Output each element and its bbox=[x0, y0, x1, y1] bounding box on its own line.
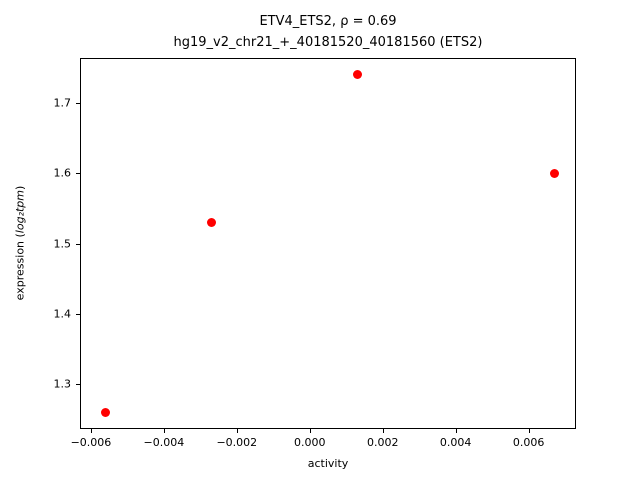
y-tick-label: 1.5 bbox=[53, 237, 72, 250]
y-axis-label-math: log₂tpm bbox=[13, 189, 27, 234]
y-tick-mark bbox=[76, 102, 80, 104]
y-tick-mark bbox=[76, 173, 80, 175]
x-tick-label: −0.002 bbox=[216, 436, 258, 449]
x-tick-mark bbox=[90, 429, 92, 433]
scatter-point bbox=[101, 407, 111, 417]
x-tick-mark bbox=[309, 429, 311, 433]
scatter-point bbox=[549, 168, 559, 178]
x-tick-mark bbox=[236, 429, 238, 433]
y-tick-label: 1.4 bbox=[53, 307, 72, 321]
x-tick-label: −0.004 bbox=[143, 436, 185, 449]
x-tick-mark bbox=[382, 429, 384, 433]
y-tick-mark bbox=[76, 313, 80, 315]
x-tick-label: 0.002 bbox=[366, 436, 399, 449]
x-tick-mark bbox=[163, 429, 165, 433]
chart-title-line2: hg19_v2_chr21_+_40181520_40181560 (ETS2) bbox=[173, 35, 483, 50]
y-tick-label: 1.7 bbox=[53, 96, 72, 110]
y-tick-label: 1.3 bbox=[53, 377, 72, 391]
chart-title: ETV4_ETS2, ρ = 0.69 hg19_v2_chr21_+_4018… bbox=[80, 11, 576, 53]
chart-title-line1: ETV4_ETS2, ρ = 0.69 bbox=[259, 14, 397, 29]
x-tick-label: −0.006 bbox=[70, 436, 112, 449]
x-tick-mark bbox=[455, 429, 457, 433]
scatter-point bbox=[352, 70, 362, 80]
x-tick-label: 0.006 bbox=[512, 436, 545, 449]
x-tick-label: 0.000 bbox=[294, 436, 326, 449]
y-tick-mark bbox=[76, 384, 80, 386]
x-tick-label: 0.004 bbox=[439, 436, 472, 449]
plot-area bbox=[80, 58, 576, 429]
y-axis-label-close: ) bbox=[13, 185, 27, 190]
y-tick-mark bbox=[76, 243, 80, 245]
y-tick-label: 1.6 bbox=[53, 166, 72, 180]
x-axis-label: activity bbox=[307, 457, 349, 470]
x-tick-mark bbox=[528, 429, 530, 433]
scatter-point bbox=[206, 217, 216, 227]
